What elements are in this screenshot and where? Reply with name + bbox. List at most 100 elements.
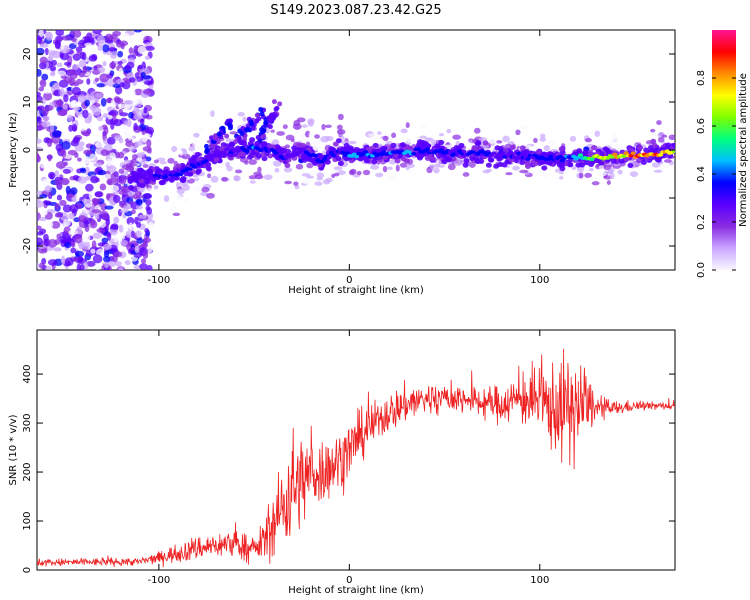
spectrogram-cell — [102, 113, 108, 119]
spectrogram-cell — [96, 83, 105, 88]
spectrogram-ridge-cell — [291, 145, 298, 151]
colorbar-tick-label: 0.8 — [696, 70, 707, 86]
spectrogram-cell — [518, 125, 528, 129]
spectrogram-cell — [180, 148, 187, 152]
spectrogram-cell — [105, 158, 113, 167]
spectrogram-cell — [145, 199, 152, 206]
spectrogram-ridge-core — [447, 150, 453, 154]
spectrogram-ridge-core — [146, 178, 152, 182]
spectrogram-cell — [302, 179, 311, 185]
spectrogram-cell — [419, 135, 427, 139]
spectrogram-cell — [206, 173, 212, 179]
spectrogram-cell — [141, 158, 147, 165]
spectrogram-cell — [133, 107, 140, 115]
spectrogram-cell — [424, 137, 434, 142]
spectrogram-cell — [133, 122, 138, 131]
spectrogram-cell — [94, 92, 103, 99]
spectrogram-ridge-cell — [371, 159, 378, 165]
spectrogram-cell — [578, 172, 584, 179]
spectrogram-cell — [333, 166, 343, 171]
spectrogram-cell — [591, 181, 600, 186]
spectrogram-cell — [146, 264, 153, 270]
spectrogram-cell — [84, 42, 93, 47]
spectrogram-cell — [133, 30, 143, 33]
spectrogram-cell — [70, 99, 78, 108]
spectrogram-cell — [105, 218, 111, 226]
spectrogram-cell — [98, 125, 104, 132]
spectrogram-cell — [131, 153, 138, 160]
spectrogram-cell — [140, 72, 146, 78]
spectrogram-ridge-cell — [446, 157, 453, 163]
spectrogram-ridge-core — [221, 151, 227, 155]
spectrogram-cell — [144, 55, 151, 61]
spectrogram-cell — [282, 173, 288, 179]
spectrogram-cell — [86, 78, 91, 85]
spectrogram-cell — [47, 50, 57, 56]
spectrogram-streak-cell — [263, 120, 269, 126]
spectrogram-streak-cell — [224, 133, 230, 139]
spectrogram-cell — [47, 221, 54, 229]
spectrogram-cell — [76, 168, 83, 174]
spectrogram-ridge-core — [545, 157, 552, 161]
spectrogram-cell — [72, 64, 79, 71]
spectrogram-ridge-cell — [627, 162, 634, 169]
spectrogram-cell — [59, 235, 67, 244]
spectrogram-cell — [114, 261, 122, 267]
spectrogram-cell — [118, 190, 126, 195]
spectrogram-ridge-cell — [246, 154, 253, 160]
colorbar-tick-label: 0.6 — [696, 118, 707, 134]
spectrogram-cell — [37, 153, 40, 163]
spectrogram-cell — [136, 157, 142, 162]
spectrogram-ridge-core — [557, 154, 563, 159]
spectrogram-cell — [170, 205, 177, 212]
spectrogram-cell — [382, 135, 389, 142]
spectrogram-ridge-cell — [261, 141, 268, 147]
spectrogram-ridge-cell — [575, 162, 582, 168]
spectrogram-cell — [45, 31, 54, 41]
spectrogram-ridge-cell — [229, 141, 236, 148]
spectrogram-ridge-cell — [501, 162, 508, 168]
spectrogram-cell — [37, 95, 43, 103]
spectrogram-ridge-core — [411, 151, 417, 156]
spectrogram-cell — [57, 98, 63, 108]
spectrogram-ridge-core — [223, 147, 229, 152]
spectrogram-cell — [139, 151, 146, 158]
spectrogram-cell — [200, 191, 209, 197]
spectrogram-cell — [107, 47, 118, 52]
spectrogram-ridge-cell — [416, 155, 423, 161]
spectrogram-cell — [234, 169, 243, 174]
spectrogram-ridge-cell — [532, 161, 539, 167]
spectrogram-cell — [502, 135, 510, 143]
spectrogram-streak-cell — [204, 147, 210, 153]
spectrogram-cell — [127, 133, 133, 141]
spectrogram-ridge-cell — [343, 156, 350, 162]
spectrogram-cell — [47, 154, 52, 162]
spectrogram-ridge-cell — [651, 142, 658, 148]
spectrogram-cell — [96, 248, 105, 257]
spectrogram-cell — [656, 120, 662, 126]
spectrogram-cell — [109, 50, 118, 59]
spectrogram-cell — [77, 215, 87, 223]
spectrogram-cell — [356, 170, 362, 176]
spectrogram-cell — [153, 184, 159, 190]
spectrogram-cell — [37, 36, 42, 44]
spectrogram-cell — [77, 157, 82, 162]
spectrogram-y-tick: 20 — [22, 48, 33, 61]
spectrogram-cell — [102, 60, 107, 67]
spectrogram-ridge-core — [127, 178, 133, 182]
spectrogram-cell — [37, 147, 44, 152]
spectrogram-ridge-cell — [337, 160, 344, 167]
spectrogram-cell — [83, 233, 91, 243]
spectrogram-ridge-core — [130, 175, 136, 179]
spectrogram-ridge-core — [657, 153, 664, 157]
spectrogram-cell — [144, 45, 155, 51]
spectrogram-cell — [314, 181, 323, 186]
spectrogram-cell — [117, 60, 123, 66]
spectrogram-cell — [193, 145, 202, 151]
spectrogram-cell — [248, 175, 257, 180]
spectrogram-ridge-cell — [397, 153, 404, 159]
spectrogram-x-tick: 100 — [530, 275, 549, 286]
spectrogram-cell — [144, 228, 150, 234]
spectrogram-ridge-core — [507, 152, 513, 156]
